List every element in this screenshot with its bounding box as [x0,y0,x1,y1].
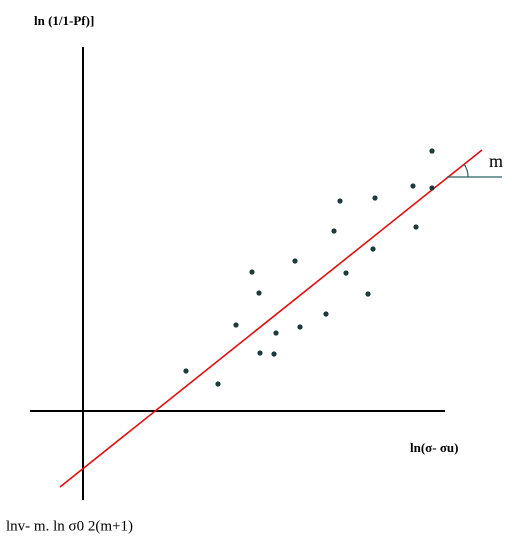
point [257,350,263,356]
point [249,269,255,275]
point [365,291,371,297]
point [183,368,189,374]
point [413,224,419,230]
fit-line [59,149,483,488]
point [273,330,279,336]
point [429,148,435,154]
intercept-label: lnv- m. ln σ0 2(m+1) [6,518,133,534]
point [233,322,239,328]
point [343,270,349,276]
point [429,185,435,191]
x-axis-label: ln(σ- σu) [410,440,458,455]
point [410,183,416,189]
point [370,246,376,252]
point [337,198,343,204]
point [323,311,329,317]
slope-label: m [489,151,503,171]
point [372,195,378,201]
slope-arc [463,163,469,178]
points [183,148,435,387]
y-axis-label: ln (1/1-Pf)] [34,13,94,28]
point [331,228,337,234]
point [256,290,262,296]
point [215,381,221,387]
point [297,324,303,330]
point [271,351,277,357]
point [292,258,298,264]
